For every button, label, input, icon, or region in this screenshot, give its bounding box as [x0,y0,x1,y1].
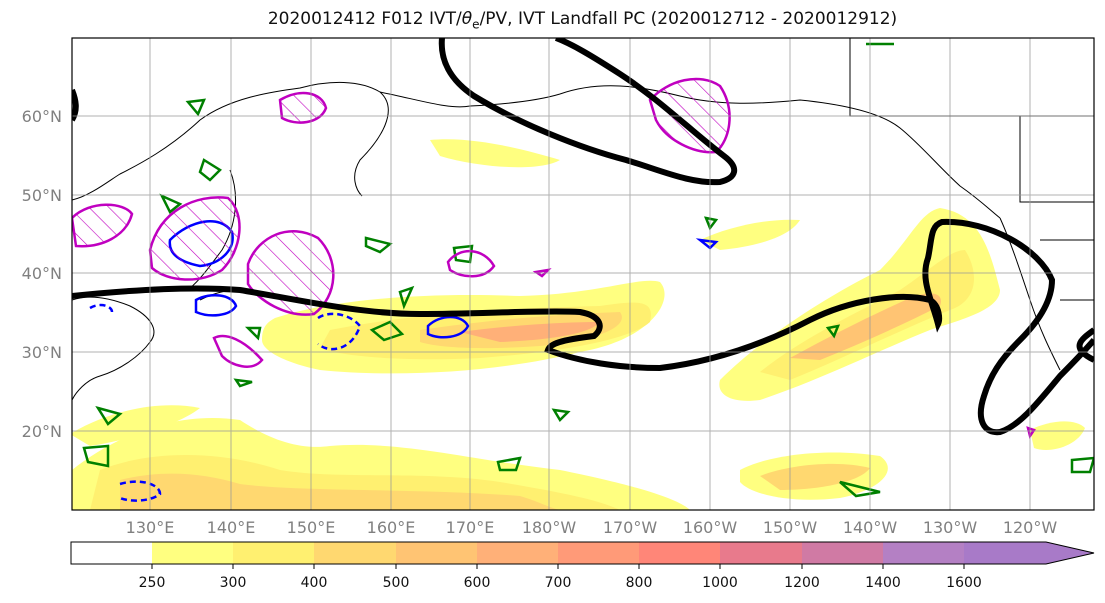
lat-label: 60°N [22,107,62,126]
colorbar-tick-label: 300 [220,575,247,591]
colorbar-tick-label: 800 [626,575,653,591]
lat-label: 30°N [22,343,62,362]
lon-label: 140°E [207,518,256,537]
ivt-composite-contours [72,38,1094,436]
colorbar-segment [71,542,152,564]
lon-label: 120°W [1003,518,1058,537]
colorbar-tick-label: 1200 [784,575,820,591]
colorbar: 250 300 400 500 600 700 800 1000 1200 14… [70,541,1095,591]
colorbar-segment [477,542,558,564]
longitude-labels: 130°E 140°E 150°E 160°E 170°E 180°W 170°… [126,518,1058,537]
colorbar-tick-label: 500 [383,575,410,591]
colorbar-segment [720,542,802,564]
colorbar-tick-label: 600 [464,575,491,591]
lat-label: 20°N [22,422,62,441]
colorbar-tick-label: 700 [545,575,572,591]
colorbar-tick-label: 1000 [702,575,738,591]
lon-label: 170°E [446,518,495,537]
colorbar-tick-label: 1400 [865,575,901,591]
colorbar-segment [558,542,639,564]
colorbar-tick-label: 250 [139,575,166,591]
map-frame [71,37,1095,511]
colorbar-segment [639,542,720,564]
lon-label: 160°E [367,518,416,537]
lon-label: 150°E [287,518,336,537]
lat-label: 40°N [22,264,62,283]
lon-label: 140°W [843,518,898,537]
map-title: 2020012412 F012 IVT/θe/PV, IVT Landfall … [267,9,898,32]
theta-e-contours [82,42,1094,498]
lon-label: 130°E [126,518,175,537]
lon-label: 130°W [923,518,978,537]
colorbar-tick-label: 1600 [946,575,982,591]
colorbar-outline [70,541,1095,565]
colorbar-tick-label: 400 [301,575,328,591]
lon-label: 150°W [763,518,818,537]
colorbar-segment [152,542,233,564]
lon-label: 170°W [603,518,658,537]
lon-label: 160°W [683,518,738,537]
colorbar-segment [802,542,883,564]
colorbar-segment [314,542,396,564]
colorbar-segment [883,542,964,564]
colorbar-segment [396,542,477,564]
graticule [72,38,1094,510]
lon-label: 180°W [522,518,577,537]
colorbar-segment [233,542,314,564]
lat-label: 50°N [22,186,62,205]
colorbar-extend-arrow [964,542,1094,564]
latitude-labels: 60°N 50°N 40°N 30°N 20°N [22,107,62,441]
